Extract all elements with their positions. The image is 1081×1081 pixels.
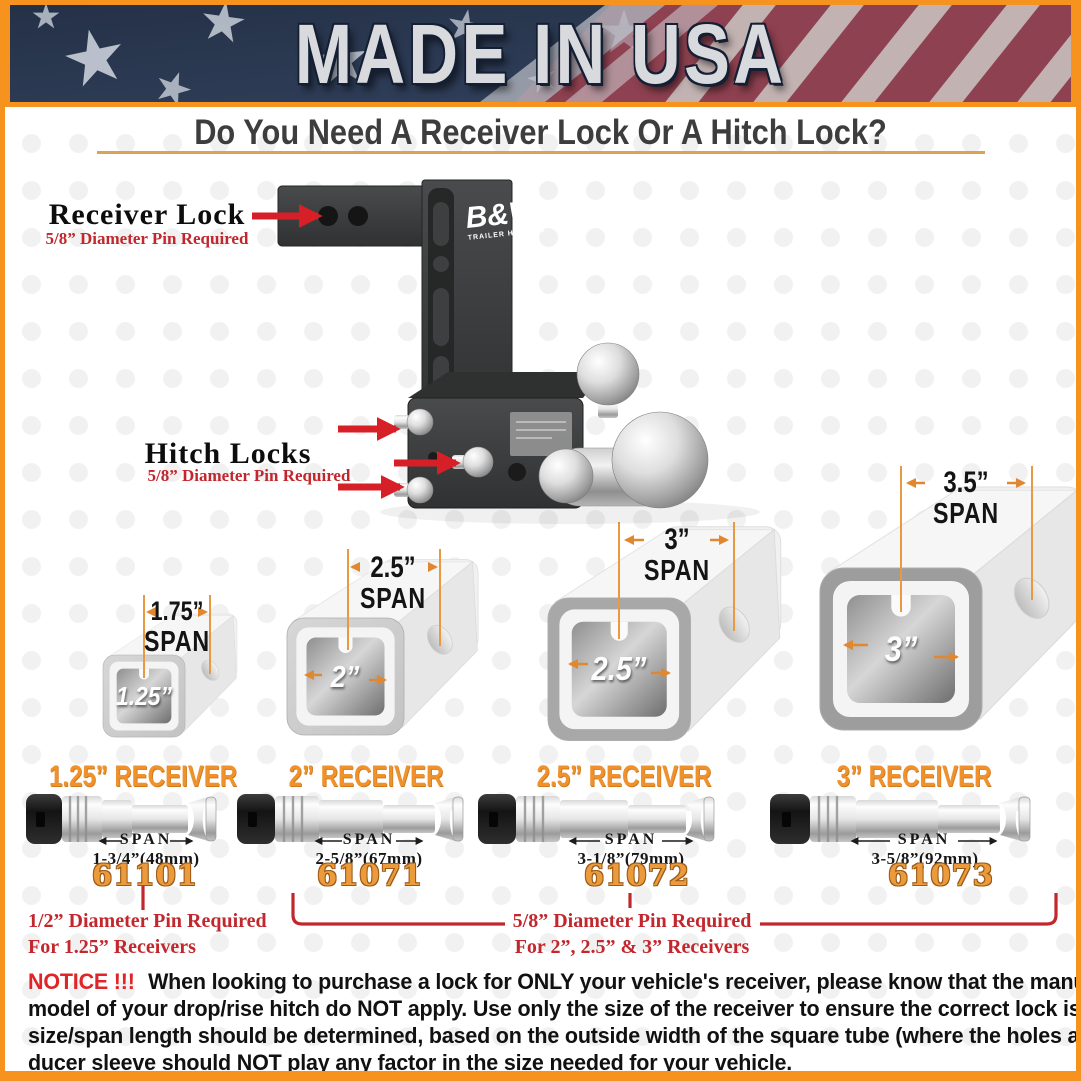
span-size-label: 3” (664, 523, 690, 556)
notice-text-1: When looking to purchase a lock for ONLY… (148, 969, 1081, 994)
pin-span-length: 1-3/4”(48mm) (92, 849, 200, 868)
tow-ball (611, 411, 709, 509)
lock-pin-61072 (478, 794, 715, 844)
hitch-illustration: B&W TRAILER HITCHES (277, 179, 760, 524)
dimension-lines (143, 466, 1033, 678)
pin-note-left-line2: For 1.25” Receivers (28, 936, 196, 958)
pin-span-label: SPAN (342, 831, 396, 848)
opening-size-label: 2.5” (591, 650, 647, 687)
receiver-size-heading: 2.5” RECEIVER (536, 760, 712, 793)
span-word-label: SPAN (360, 583, 426, 615)
notice-label: NOTICE !!! (28, 969, 135, 994)
part-number: 61073 (888, 858, 994, 892)
brand-logo-text: B&W (464, 194, 541, 235)
pin-span-label: SPAN (897, 831, 951, 848)
notice-line-2: model of your drop/rise hitch do NOT app… (28, 996, 1081, 1021)
border-bottom (0, 1071, 1081, 1081)
span-word-label: SPAN (644, 555, 710, 587)
dimension-arrows (145, 477, 1027, 686)
span-size-label: 3.5” (943, 466, 989, 499)
part-number: 61071 (317, 858, 423, 892)
hitch-lock-pin (462, 446, 494, 478)
receiver-size-heading: 2” RECEIVER (288, 760, 444, 793)
pin-note-right-line2: For 2”, 2.5” & 3” Receivers (514, 936, 750, 958)
opening-size-label: 2” (330, 659, 360, 694)
hitch-locks-label: Hitch Locks (144, 437, 312, 470)
question-heading: Do You Need A Receiver Lock Or A Hitch L… (194, 113, 887, 152)
span-size-label: 2.5” (370, 551, 416, 584)
part-number: 61072 (584, 858, 690, 892)
notice-line-1: NOTICE !!! When looking to purchase a loc… (28, 969, 1081, 995)
brand-logo: B&W TRAILER HITCHES (464, 194, 546, 242)
pin-span-label: SPAN (604, 831, 658, 848)
page-title: MADE IN USA (294, 7, 787, 101)
notice-line-4: ducer sleeve should NOT play any factor … (28, 1050, 793, 1075)
divider-line (97, 151, 985, 154)
span-word-label: SPAN (144, 626, 210, 658)
tow-ball (538, 448, 594, 504)
grouping-bracket (141, 886, 1058, 926)
hitch-lock-pin (406, 408, 434, 436)
pin-note-right-line1: 5/8” Diameter Pin Required (512, 910, 752, 932)
part-number: 61101 (92, 858, 198, 892)
border-right (1076, 0, 1081, 1081)
opening-size-label: 3” (884, 630, 918, 669)
pin-span-length: 2-5/8”(67mm) (315, 849, 423, 868)
notice-line-3: size/span length should be determined, b… (28, 1023, 1081, 1048)
opening-size-label: 1.25” (116, 681, 172, 711)
receiver-size-heading: 1.25” RECEIVER (48, 760, 238, 793)
flag-banner: MADE IN USA (0, 0, 1081, 107)
receiver-pin-hole (318, 206, 338, 226)
tow-ball (576, 342, 640, 406)
span-size-label: 1.75” (150, 596, 204, 626)
span-word-label: SPAN (933, 498, 999, 530)
lock-pin-61071 (237, 794, 464, 844)
receiver-lock-subtext: 5/8” Diameter Pin Required (45, 229, 249, 248)
pin-span-length: 3-5/8”(92mm) (871, 849, 979, 868)
border-top (0, 0, 1081, 5)
border-left (0, 0, 5, 1081)
receiver-lock-label: Receiver Lock (48, 198, 246, 231)
flag-graphic (10, 5, 1071, 102)
receiver-pin-hole (348, 206, 368, 226)
hitch-lock-pin (406, 476, 434, 504)
pin-note-left-line1: 1/2” Diameter Pin Required (28, 910, 267, 932)
lock-pin-61101 (26, 794, 217, 844)
pin-span-label: SPAN (119, 831, 173, 848)
receiver-size-heading: 3” RECEIVER (836, 760, 992, 793)
lock-pin-61073 (770, 794, 1031, 844)
hitch-locks-subtext: 5/8” Diameter Pin Required (147, 466, 351, 485)
pin-span-length: 3-1/8”(79mm) (577, 849, 685, 868)
